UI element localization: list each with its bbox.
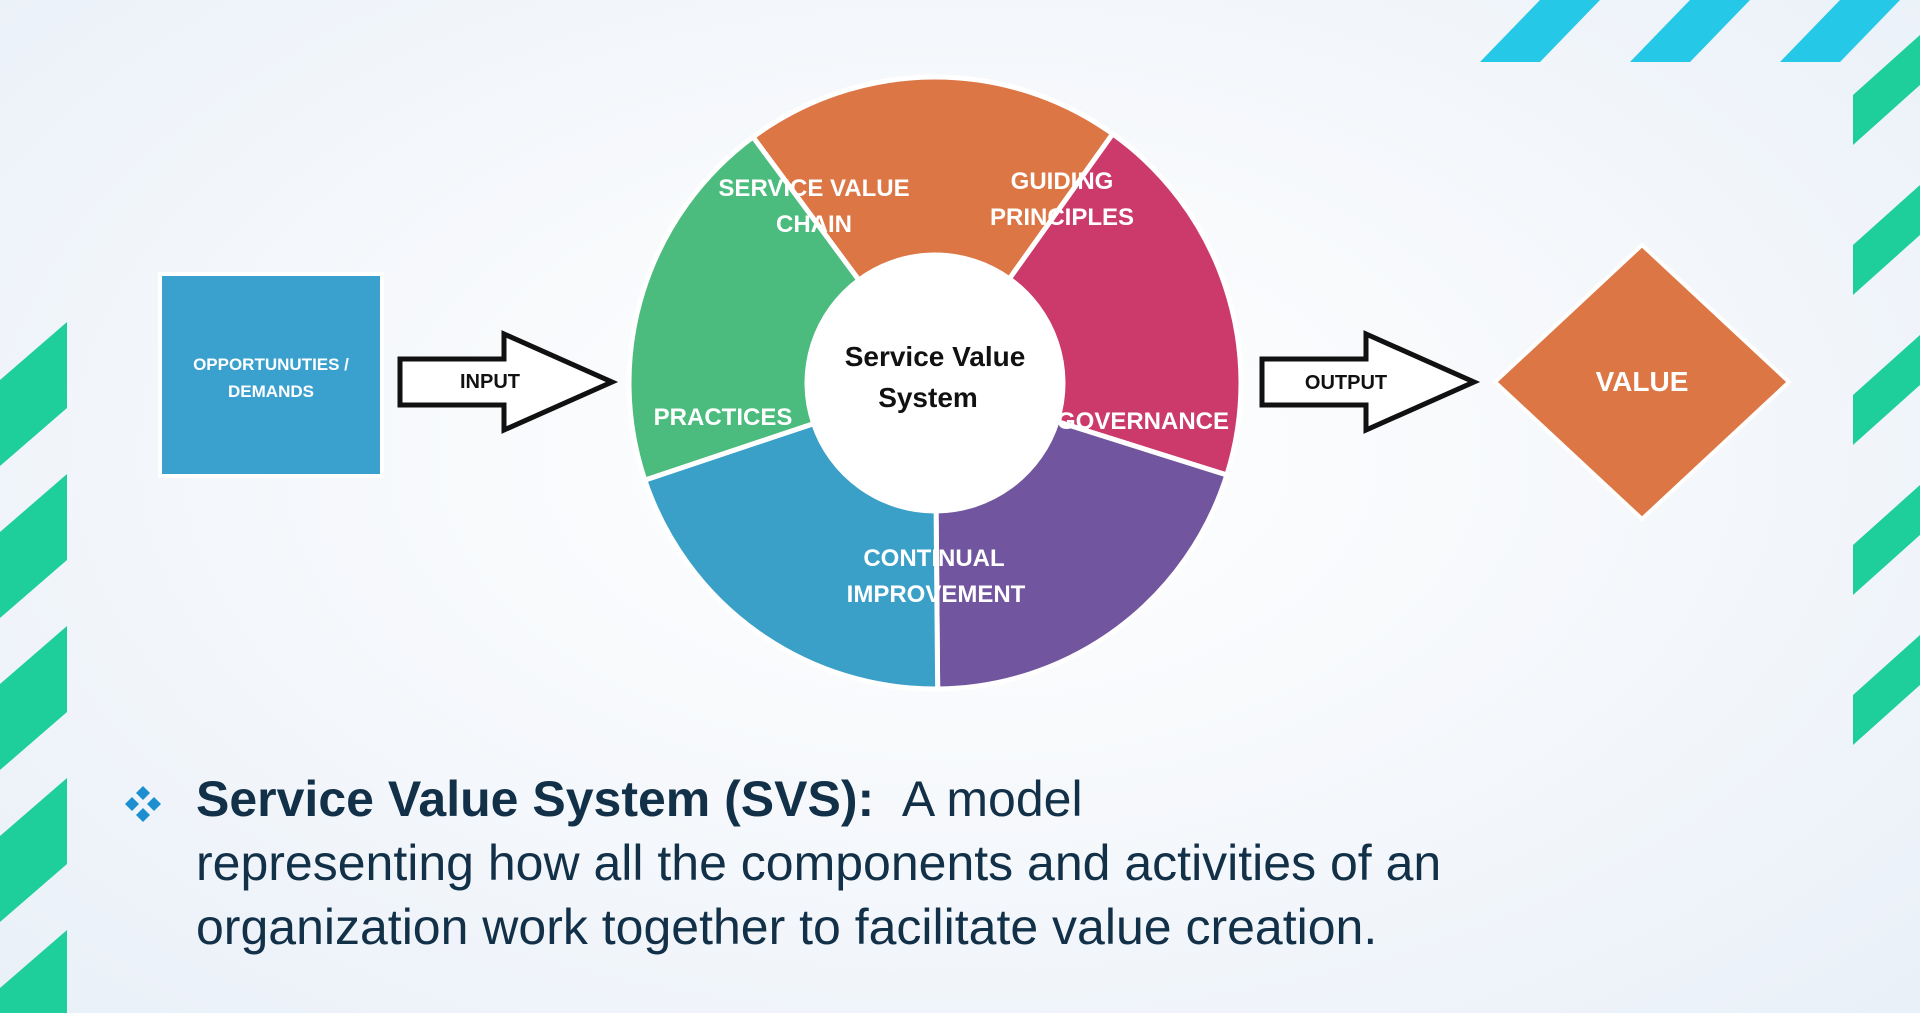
center-circle	[805, 253, 1065, 513]
definition-term: Service Value System (SVS):	[196, 771, 875, 827]
svs-definition: Service Value System (SVS): A model repr…	[124, 767, 1604, 959]
definition-line-3: organization work together to facilitate…	[196, 899, 1378, 955]
top-right-cyan-stripes	[1480, 0, 1900, 62]
segment-label-guiding-principles-2: PRINCIPLES	[990, 204, 1134, 231]
right-green-stripes	[1853, 35, 1920, 745]
segment-label-practices: PRACTICES	[654, 404, 793, 431]
opportunities-label-line2: DEMANDS	[228, 382, 314, 401]
opportunities-label-line1: OPPORTUNUTIES /	[193, 355, 349, 374]
output-arrow-label: OUTPUT	[1305, 372, 1387, 394]
center-label-line2: System	[878, 382, 978, 413]
diamond-bullet-icon	[125, 786, 161, 822]
definition-line-1: Service Value System (SVS): A model	[196, 767, 1604, 831]
opportunities-demands-box	[158, 272, 384, 478]
segment-label-guiding-principles-1: GUIDING	[1011, 168, 1114, 195]
value-label: VALUE	[1596, 366, 1689, 397]
segment-label-continual-improvement-2: IMPROVEMENT	[847, 581, 1026, 608]
definition-line-2: representing how all the components and …	[196, 835, 1442, 891]
definition-line1-rest: A model	[901, 771, 1083, 827]
segment-label-service-value-chain-1: SERVICE VALUE	[718, 175, 909, 202]
output-arrow	[1259, 330, 1481, 434]
segment-label-governance: GOVERNANCE	[1057, 408, 1229, 435]
value-diamond	[1492, 242, 1792, 522]
left-green-stripes	[0, 322, 67, 1013]
input-arrow-label: INPUT	[460, 371, 520, 393]
segment-label-service-value-chain-2: CHAIN	[776, 211, 852, 238]
center-label-line1: Service Value	[845, 341, 1026, 372]
segment-label-continual-improvement-1: CONTINUAL	[863, 545, 1004, 572]
input-arrow	[397, 330, 619, 434]
